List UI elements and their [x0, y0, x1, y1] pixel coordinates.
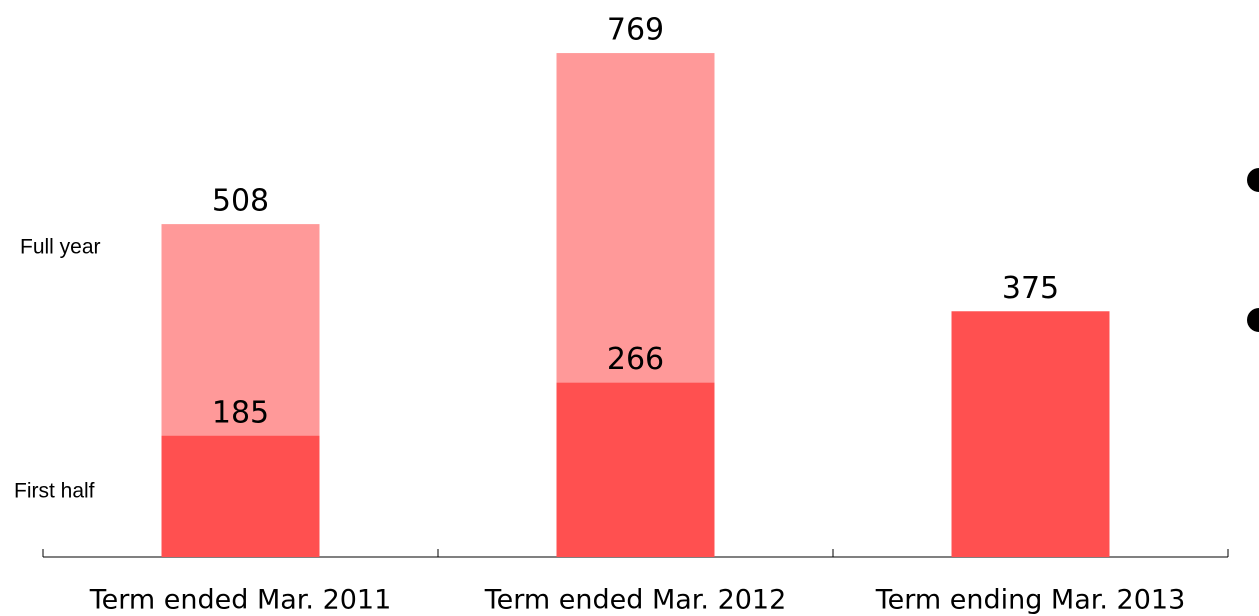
legend-label: Full year: [20, 236, 101, 259]
data-label: 266: [607, 342, 664, 377]
data-label: 769: [607, 13, 664, 48]
bar: [951, 311, 1110, 557]
data-label: 508: [212, 184, 269, 219]
bullet: [1247, 168, 1259, 192]
data-label: 375: [1002, 271, 1059, 306]
bar: [161, 435, 320, 557]
x-tick-label: Term ended Mar. 2011: [89, 585, 392, 616]
bullet: [1247, 308, 1259, 332]
bar: [556, 382, 715, 557]
legend-label: First half: [14, 480, 95, 503]
data-label: 185: [212, 395, 269, 430]
x-tick-label: Term ended Mar. 2012: [484, 585, 787, 616]
x-tick-label: Term ending Mar. 2013: [875, 585, 1186, 616]
